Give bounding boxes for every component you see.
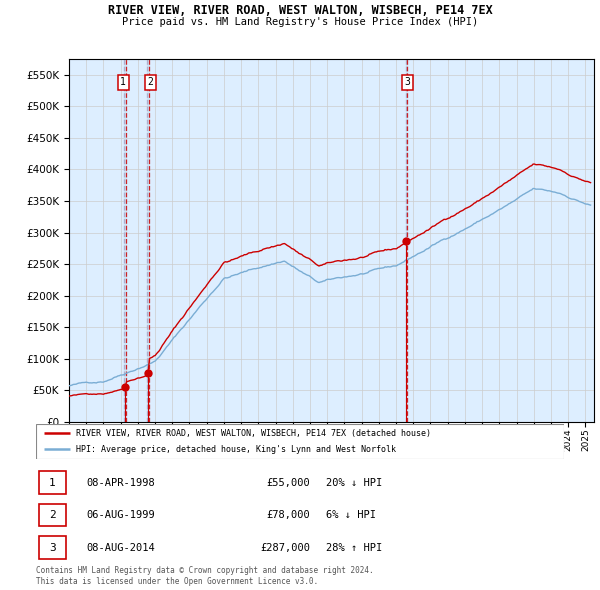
Text: Price paid vs. HM Land Registry's House Price Index (HPI): Price paid vs. HM Land Registry's House … <box>122 17 478 27</box>
Text: 20% ↓ HPI: 20% ↓ HPI <box>326 478 383 487</box>
Text: 3: 3 <box>49 543 56 552</box>
Text: 3: 3 <box>404 77 410 87</box>
FancyBboxPatch shape <box>38 471 66 494</box>
Text: Contains HM Land Registry data © Crown copyright and database right 2024.: Contains HM Land Registry data © Crown c… <box>36 566 374 575</box>
Text: 08-AUG-2014: 08-AUG-2014 <box>86 543 155 552</box>
Text: RIVER VIEW, RIVER ROAD, WEST WALTON, WISBECH, PE14 7EX (detached house): RIVER VIEW, RIVER ROAD, WEST WALTON, WIS… <box>76 429 431 438</box>
Text: 2: 2 <box>148 77 153 87</box>
Text: 06-AUG-1999: 06-AUG-1999 <box>86 510 155 520</box>
Bar <box>148 59 149 422</box>
FancyBboxPatch shape <box>38 504 66 526</box>
Text: 1: 1 <box>49 478 56 487</box>
Text: 1: 1 <box>120 77 126 87</box>
Text: This data is licensed under the Open Government Licence v3.0.: This data is licensed under the Open Gov… <box>36 577 318 586</box>
Text: £55,000: £55,000 <box>267 478 311 487</box>
Text: £287,000: £287,000 <box>260 543 311 552</box>
Text: 08-APR-1998: 08-APR-1998 <box>86 478 155 487</box>
Text: 28% ↑ HPI: 28% ↑ HPI <box>326 543 383 552</box>
Text: HPI: Average price, detached house, King's Lynn and West Norfolk: HPI: Average price, detached house, King… <box>76 445 395 454</box>
Bar <box>124 59 126 422</box>
Text: RIVER VIEW, RIVER ROAD, WEST WALTON, WISBECH, PE14 7EX: RIVER VIEW, RIVER ROAD, WEST WALTON, WIS… <box>107 4 493 17</box>
Text: 6% ↓ HPI: 6% ↓ HPI <box>326 510 376 520</box>
Bar <box>406 59 407 422</box>
FancyBboxPatch shape <box>38 536 66 559</box>
FancyBboxPatch shape <box>36 424 564 459</box>
Text: 2: 2 <box>49 510 56 520</box>
Text: £78,000: £78,000 <box>267 510 311 520</box>
